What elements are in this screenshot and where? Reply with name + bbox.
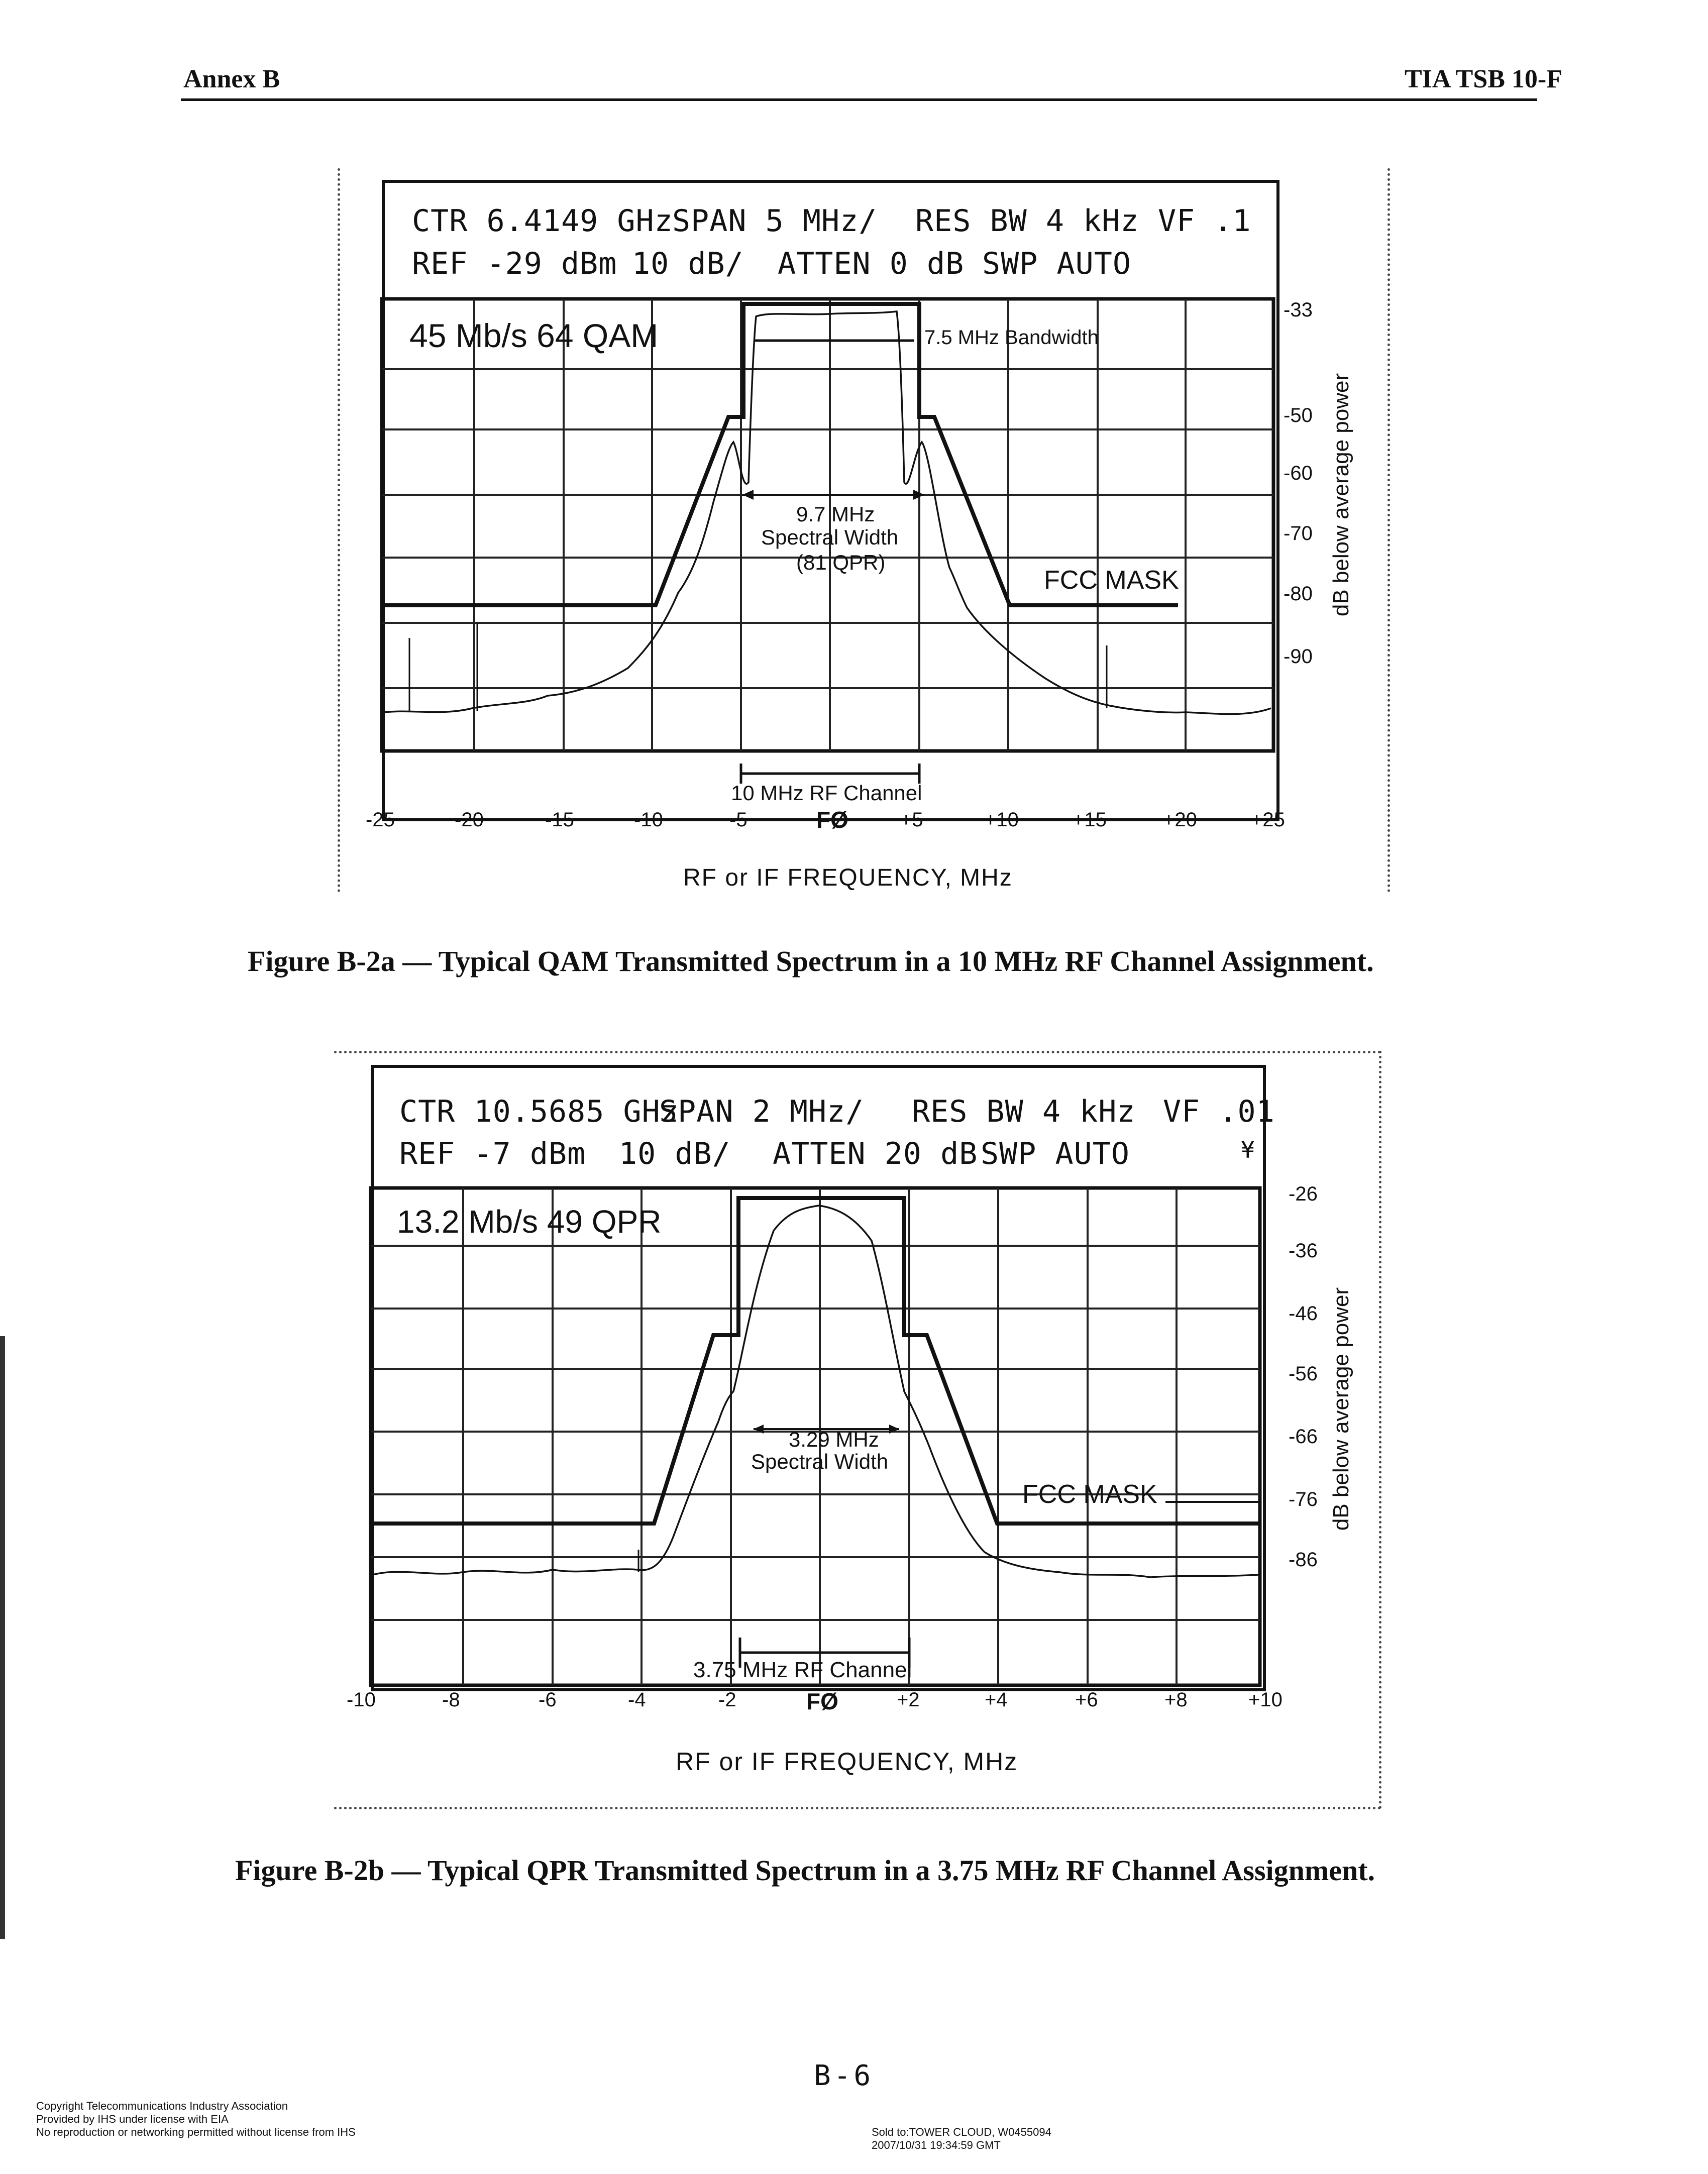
figure-a-spectral-width-qpr: (81 QPR) [796, 551, 886, 574]
figure-b-screen [371, 1065, 1266, 1691]
figure-a-fcc-mask [382, 302, 1178, 607]
figure-a-spectral-width-value: 9.7 MHz [796, 502, 875, 526]
figure-a-settings-ref: REF -29 dBm [412, 246, 617, 281]
figure-a-xtick-10: +20 [1163, 809, 1197, 831]
figure-a-ytick-3: -60 [1284, 462, 1313, 484]
figure-b-xtick-11: +10 [1248, 1689, 1283, 1711]
figure-b-ytick-7: -86 [1289, 1549, 1318, 1571]
figure-a-ytick-2: -50 [1284, 404, 1313, 426]
figure-b-caption: Figure B-2b — Typical QPR Transmitted Sp… [235, 1854, 1375, 1887]
footer-provided: Provided by IHS under license with EIA [36, 2113, 229, 2125]
figure-a-settings-resbw: RES BW 4 kHz [915, 203, 1139, 239]
figure-b-fcc-mask [371, 1196, 1260, 1526]
scan-edge-mark [0, 1336, 5, 1939]
figure-b-xtick-5: -2 [718, 1689, 736, 1711]
figure-b-mask-label: FCC MASK [1022, 1480, 1157, 1509]
figure-b-settings-resbw: RES BW 4 kHz [912, 1094, 1136, 1129]
header-right: TIA TSB 10-F [1404, 65, 1562, 93]
figure-b-xtick-9: +6 [1075, 1689, 1098, 1711]
figure-a-xtick-9: +15 [1073, 809, 1107, 831]
figure-b-channel-label: 3.75 MHz RF Channel [693, 1658, 912, 1682]
footer-right: Sold to:TOWER CLOUD, W0455094 2007/10/31… [872, 2126, 1051, 2152]
figure-a-xtick-3: -15 [545, 809, 574, 831]
header-rule [181, 98, 1537, 101]
page-number: B-6 [814, 2059, 874, 2092]
figure-b-xtick-3: -6 [539, 1689, 557, 1711]
figure-a-plot-border [380, 297, 1275, 753]
figure-a-ytick-1: -33 [1284, 299, 1313, 321]
figure-a-ytick-4: -70 [1284, 522, 1313, 545]
figure-a-xtick-1: -25 [366, 809, 395, 831]
figure-a-frame [338, 168, 1390, 893]
figure-a-spectrum-trace [384, 310, 1271, 715]
figure-b-ytick-2: -36 [1289, 1240, 1318, 1262]
figure-b-xtick-7: +2 [897, 1689, 920, 1711]
header-left: Annex B [183, 65, 280, 93]
figure-b-settings-swp: SWP AUTO [981, 1136, 1130, 1171]
figure-a-settings-atten: ATTEN 0 dB [778, 246, 965, 281]
figure-b-settings-atten: ATTEN 20 dB [773, 1136, 978, 1171]
figure-b-xtick-8: +4 [985, 1689, 1008, 1711]
figure-b-frame [334, 1051, 1381, 1809]
figure-a-xtick-6: FØ [816, 807, 848, 833]
figure-b-ytick-6: -76 [1289, 1488, 1318, 1510]
figure-a-xtick-4: -10 [634, 809, 663, 831]
figure-a-xtick-8: +10 [985, 809, 1019, 831]
figure-b-xtick-6: FØ [806, 1688, 838, 1714]
figure-a-caption: Figure B-2a — Typical QAM Transmitted Sp… [248, 945, 1374, 977]
figure-a-settings-scale: 10 dB/ [632, 246, 744, 281]
footer-sold-to: Sold to:TOWER CLOUD, W0455094 [872, 2126, 1051, 2138]
figure-a-channel-label: 10 MHz RF Channel [731, 781, 922, 805]
figure-a-mode-label: 45 Mb/s 64 QAM [409, 317, 659, 354]
figure-b-settings-ctr: CTR 10.5685 GHz [399, 1094, 679, 1129]
figure-a-settings-span: SPAN 5 MHz/ [672, 203, 878, 239]
footer-copyright: Copyright Telecommunications Industry As… [36, 2100, 288, 2112]
figure-b-xtick-1: -10 [347, 1689, 376, 1711]
figure-b-settings-scale: 10 dB/ [619, 1136, 731, 1171]
figure-a-xtick-7: +5 [900, 809, 923, 831]
figure-a-grid [380, 297, 1275, 753]
figure-b-settings-span: SPAN 2 MHz/ [659, 1094, 865, 1129]
figure-b-settings-ref: REF -7 dBm [399, 1136, 586, 1171]
figure-a-ytick-5: -80 [1284, 583, 1313, 605]
figure-a-xtick-2: -20 [455, 809, 484, 831]
figure-b-xtick-4: -4 [628, 1689, 646, 1711]
figure-a-settings-swp: SWP AUTO [982, 246, 1131, 281]
footer-left: Copyright Telecommunications Industry As… [36, 2100, 356, 2139]
figure-a-mask-label: FCC MASK [1044, 566, 1179, 595]
footer-no-reproduction: No reproduction or networking permitted … [36, 2126, 356, 2138]
figure-b-xtick-2: -8 [442, 1689, 460, 1711]
figure-b-mode-label: 13.2 Mb/s 49 QPR [397, 1204, 662, 1240]
figure-b-spectral-width-value: 3.29 MHz [789, 1428, 879, 1451]
figure-a-ytick-6: -90 [1284, 645, 1313, 668]
figure-a-settings-vf: VF .1 [1158, 203, 1251, 239]
figure-b-ytick-1: -26 [1289, 1183, 1318, 1205]
figure-b-spectral-width-text: Spectral Width [751, 1450, 889, 1473]
figure-a-xtick-5: -5 [729, 809, 748, 831]
figure-a-x-axis-title: RF or IF FREQUENCY, MHz [683, 864, 1013, 891]
figure-a-bandwidth-label: 7.5 MHz Bandwidth [924, 327, 1099, 349]
figure-a-xtick-11: +25 [1251, 809, 1285, 831]
figure-b-settings-mark: ¥ [1241, 1136, 1255, 1163]
figure-b-xtick-10: +8 [1164, 1689, 1188, 1711]
figure-b-ytick-4: -56 [1289, 1363, 1318, 1385]
footer-timestamp: 2007/10/31 19:34:59 GMT [872, 2139, 1001, 2151]
figure-b-grid [369, 1186, 1262, 1687]
figure-b-ytick-3: -46 [1289, 1302, 1318, 1325]
figure-b-ytick-5: -66 [1289, 1426, 1318, 1448]
figure-b-y-axis-title: dB below average power [1329, 1287, 1353, 1531]
figure-b-spectrum-trace [372, 1205, 1259, 1578]
figure-b-plot-border [369, 1186, 1262, 1687]
figure-b-settings-vf: VF .01 [1163, 1094, 1275, 1129]
figure-a-settings-ctr: CTR 6.4149 GHz [412, 203, 673, 239]
figure-b-x-axis-title: RF or IF FREQUENCY, MHz [676, 1748, 1018, 1776]
figure-a-spectral-width-text: Spectral Width [761, 525, 899, 549]
